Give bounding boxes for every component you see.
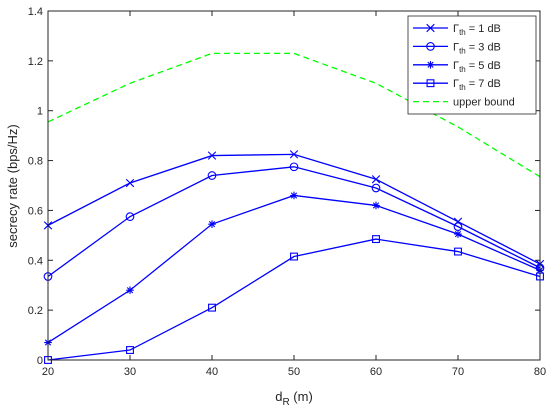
data-point-3-5: [454, 247, 462, 256]
series-layer: [43, 52, 545, 364]
data-point-3-2: [208, 303, 216, 312]
legend-label-2: Γth = 5 dB: [453, 60, 501, 74]
y-tick-label: 0.4: [28, 255, 43, 267]
x-tick-label: 30: [124, 366, 136, 378]
legend-item: Γth = 3 dB: [413, 41, 501, 55]
data-point-2-3: [290, 191, 298, 200]
ticks-layer: 20 30 40 50 60 70 80 0 0.2 0.4 0.6 0.8 1 1.2 1.4: [28, 6, 546, 378]
data-point-3-4: [372, 235, 380, 244]
legend: Γth = 1 dB Γth = 3 dB Γth = 5 dB Γth = 7 dB…: [407, 15, 537, 115]
x-tick-label: 50: [288, 366, 300, 378]
data-point-0-1: [125, 178, 135, 188]
data-point-3-1: [126, 346, 134, 354]
series-line-4: [47, 52, 541, 178]
legend-label-1: Γth = 3 dB: [453, 41, 501, 55]
x-tick-label: 60: [370, 366, 382, 378]
data-point-2-5: [454, 230, 462, 238]
x-tick-label: 40: [206, 366, 218, 378]
data-point-2-1: [126, 286, 134, 294]
y-tick-label: 1: [37, 106, 43, 118]
legend-marker-2: [426, 61, 435, 69]
legend-label-3: Γth = 7 dB: [453, 78, 501, 92]
data-point-0-3: [289, 150, 299, 159]
series-line-1: [47, 166, 541, 278]
legend-item: Γth = 1 dB: [413, 23, 501, 37]
legend-item: upper bound: [413, 97, 515, 109]
y-tick-label: 0: [37, 355, 43, 367]
x-tick-label: 20: [42, 366, 54, 378]
y-tick-label: 0.8: [28, 156, 43, 168]
y-axis-label: secrecy rate (bps/Hz): [5, 124, 20, 248]
data-point-1-2: [207, 171, 217, 180]
x-axis-label: dR (m): [275, 389, 313, 408]
legend-label-4: upper bound: [453, 97, 515, 109]
data-point-2-2: [208, 220, 216, 228]
data-point-2-4: [372, 201, 380, 210]
series-4: [47, 52, 541, 178]
x-tick-label: 70: [452, 366, 464, 378]
y-tick-label: 1.2: [28, 56, 43, 68]
legend-item: Γth = 7 dB: [413, 78, 501, 92]
data-point-3-3: [290, 252, 298, 261]
legend-item: Γth = 5 dB: [413, 60, 501, 74]
x-tick-label: 80: [534, 366, 546, 378]
legend-marker-3: [426, 79, 435, 88]
legend-marker-1: [426, 42, 435, 51]
series-line-3: [47, 238, 541, 361]
data-point-1-1: [125, 212, 135, 222]
y-tick-label: 0.6: [28, 205, 43, 217]
legend-label-0: Γth = 1 dB: [453, 23, 501, 37]
series-3: [44, 235, 544, 364]
data-point-0-2: [207, 151, 217, 160]
data-point-1-3: [289, 162, 299, 172]
data-point-1-4: [371, 183, 381, 193]
data-point-0-4: [371, 175, 381, 184]
legend-marker-0: [426, 23, 435, 33]
y-tick-label: 0.2: [28, 305, 43, 317]
y-tick-label: 1.4: [28, 6, 43, 18]
